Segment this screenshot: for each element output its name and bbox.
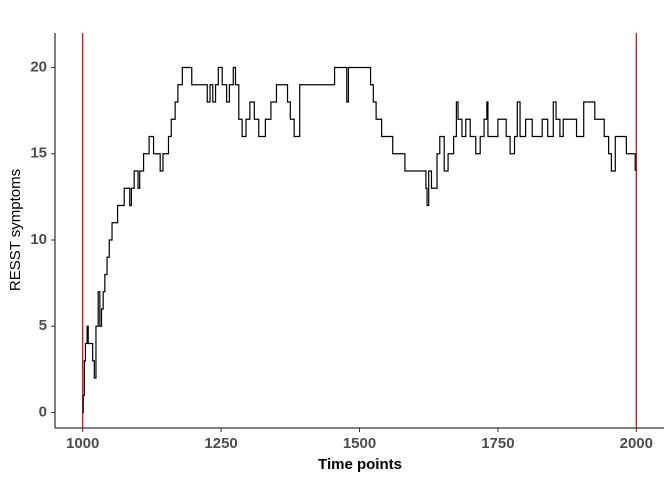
x-tick-label: 2000 [620, 435, 653, 452]
y-axis-label: RESST symptoms [7, 169, 24, 291]
data-line [82, 66, 636, 414]
x-tick-label: 1750 [481, 435, 514, 452]
x-axis-label: Time points [318, 456, 402, 473]
x-tick-label: 1500 [343, 435, 376, 452]
x-tick-label: 1000 [66, 435, 99, 452]
y-tick-label: 20 [30, 58, 47, 75]
y-tick-label: 15 [30, 145, 47, 162]
y-tick-label: 5 [39, 317, 47, 334]
y-tick-label: 10 [30, 231, 47, 248]
x-tick-label: 1250 [204, 435, 237, 452]
y-tick-label: 0 [39, 403, 47, 420]
